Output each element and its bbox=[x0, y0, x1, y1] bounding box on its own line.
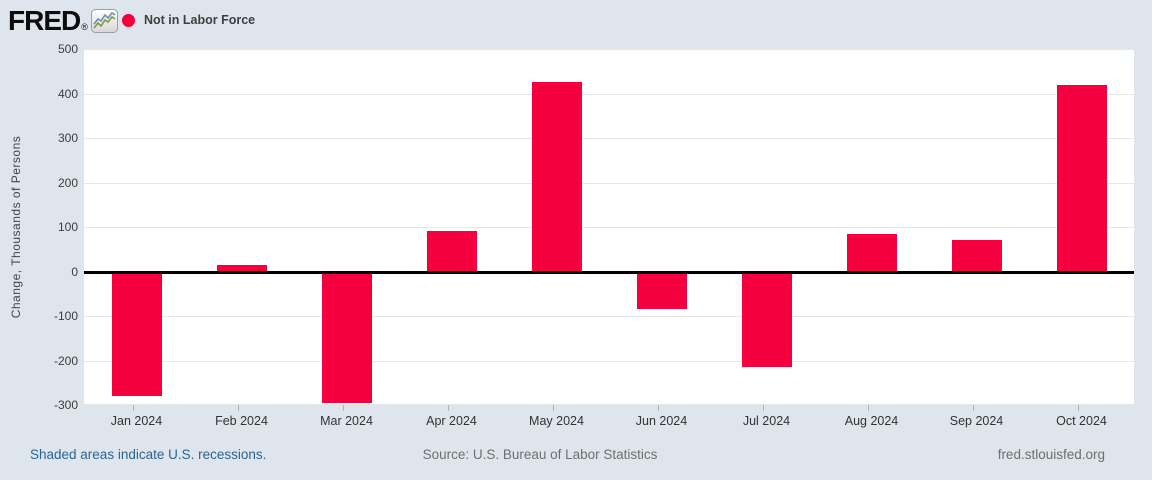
x-tick-label-oct-2024: Oct 2024 bbox=[1056, 414, 1107, 428]
gridline-100 bbox=[84, 227, 1134, 228]
fred-logo-chart-icon bbox=[90, 8, 118, 40]
bar-aug-2024[interactable] bbox=[846, 233, 897, 272]
x-tick-mark-3 bbox=[342, 405, 344, 411]
y-tick-label-300: 300 bbox=[57, 131, 78, 145]
x-tick-label-feb-2024: Feb 2024 bbox=[215, 414, 268, 428]
x-tick-mark-5 bbox=[552, 405, 554, 411]
bar-sep-2024[interactable] bbox=[951, 240, 1002, 272]
y-tick-label--100: -100 bbox=[53, 309, 78, 323]
bar-feb-2024[interactable] bbox=[216, 264, 267, 272]
x-tick-label-jun-2024: Jun 2024 bbox=[635, 414, 688, 428]
fred-logo-text: FRED bbox=[8, 5, 81, 36]
gridline-400 bbox=[84, 93, 1134, 95]
bar-jul-2024[interactable] bbox=[741, 271, 792, 368]
bar-mar-2024[interactable] bbox=[321, 271, 372, 403]
series-color-dot bbox=[122, 13, 135, 27]
x-tick-mark-2 bbox=[237, 405, 239, 411]
y-tick-label--200: -200 bbox=[53, 353, 78, 368]
legend-label[interactable]: Not in Labor Force bbox=[144, 13, 256, 27]
y-tick-label-400: 400 bbox=[57, 86, 78, 101]
fred-site-link[interactable]: fred.stlouisfed.org bbox=[997, 447, 1105, 462]
x-tick-label-sep-2024: Sep 2024 bbox=[949, 414, 1004, 428]
y-tick-label-200: 200 bbox=[57, 175, 78, 190]
x-tick-label-apr-2024: Apr 2024 bbox=[426, 414, 477, 428]
x-tick-mark-8 bbox=[867, 405, 869, 411]
fred-logo[interactable]: FRED ® bbox=[8, 5, 118, 40]
chart-plot-area[interactable] bbox=[84, 49, 1134, 405]
bar-apr-2024[interactable] bbox=[426, 231, 477, 272]
bar-may-2024[interactable] bbox=[531, 82, 582, 272]
x-tick-mark-1 bbox=[132, 405, 134, 411]
x-tick-label-jan-2024: Jan 2024 bbox=[110, 414, 163, 428]
x-tick-mark-4 bbox=[447, 405, 449, 411]
x-tick-mark-7 bbox=[762, 405, 764, 411]
gridline-200 bbox=[84, 182, 1134, 184]
zero-line bbox=[84, 270, 1134, 274]
x-tick-label-mar-2024: Mar 2024 bbox=[320, 414, 373, 428]
x-tick-mark-6 bbox=[657, 405, 659, 411]
y-tick-label-500: 500 bbox=[57, 42, 78, 56]
source-link[interactable]: Source: U.S. Bureau of Labor Statistics bbox=[422, 447, 658, 462]
registered-trademark: ® bbox=[81, 22, 88, 32]
x-tick-label-jul-2024: Jul 2024 bbox=[742, 414, 791, 428]
y-tick-label-0: 0 bbox=[71, 264, 78, 279]
y-tick-label--300: -300 bbox=[53, 398, 78, 412]
bar-jan-2024[interactable] bbox=[111, 271, 162, 397]
x-tick-label-aug-2024: Aug 2024 bbox=[844, 414, 899, 428]
gridline--200 bbox=[84, 360, 1134, 362]
header: FRED ® Not in Labor Force bbox=[0, 0, 1152, 40]
bar-oct-2024[interactable] bbox=[1056, 84, 1107, 272]
y-tick-label-100: 100 bbox=[57, 220, 78, 234]
x-tick-label-may-2024: May 2024 bbox=[529, 414, 584, 428]
recessions-link[interactable]: Shaded areas indicate U.S. recessions. bbox=[30, 447, 267, 462]
x-tick-mark-10 bbox=[1077, 405, 1079, 411]
legend: Not in Labor Force bbox=[122, 13, 255, 27]
gridline--300 bbox=[84, 404, 1134, 405]
x-tick-mark-9 bbox=[972, 405, 974, 411]
bar-jun-2024[interactable] bbox=[636, 271, 687, 310]
gridline-500 bbox=[84, 49, 1134, 50]
gridline-300 bbox=[84, 138, 1134, 139]
gridline--100 bbox=[84, 316, 1134, 317]
